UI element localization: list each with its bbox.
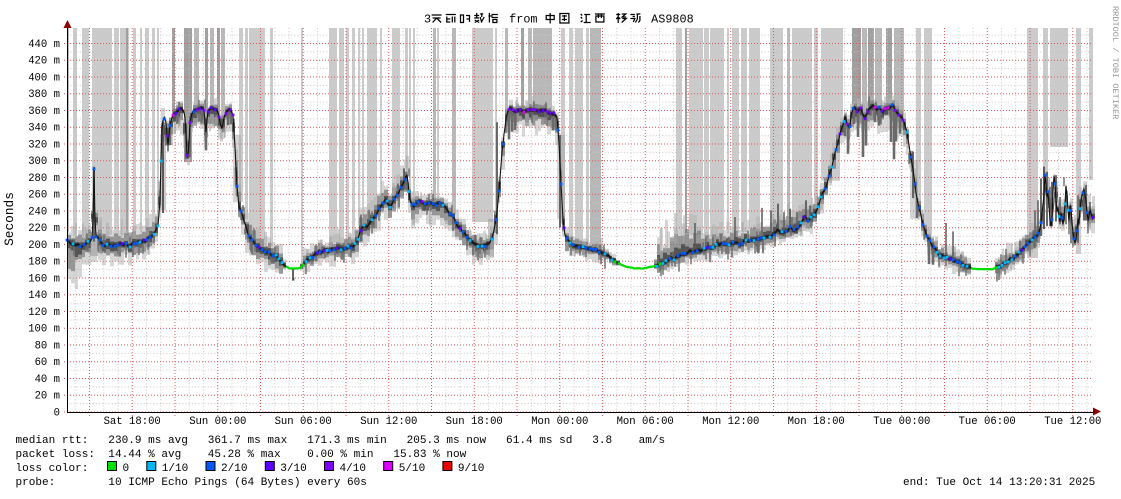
svg-text:1/10: 1/10 xyxy=(162,463,189,475)
svg-text:Sun 00:00: Sun 00:00 xyxy=(189,416,246,428)
svg-text:280 m: 280 m xyxy=(28,173,60,185)
svg-text:380 m: 380 m xyxy=(28,89,60,101)
svg-text:Sun 06:00: Sun 06:00 xyxy=(275,416,332,428)
svg-text:9/10: 9/10 xyxy=(458,463,485,475)
svg-text:Mon 18:00: Mon 18:00 xyxy=(788,416,845,428)
svg-text:140 m: 140 m xyxy=(28,290,60,302)
svg-text:100 m: 100 m xyxy=(28,324,60,336)
svg-text:40 m: 40 m xyxy=(35,374,60,386)
svg-text:3/10: 3/10 xyxy=(280,463,307,475)
svg-text:Mon 06:00: Mon 06:00 xyxy=(617,416,674,428)
svg-text:2/10: 2/10 xyxy=(221,463,248,475)
svg-text:AS9808: AS9808 xyxy=(644,13,694,27)
svg-text:end: Tue Oct 14 13:20:31 2025: end: Tue Oct 14 13:20:31 2025 xyxy=(903,477,1095,489)
svg-text:120 m: 120 m xyxy=(28,307,60,319)
svg-text:packet loss: 14.44 % avg 4: packet loss: 14.44 % avg 45.28 % max 0.0… xyxy=(16,449,467,461)
svg-text:400 m: 400 m xyxy=(28,72,60,84)
svg-text:Tue 06:00: Tue 06:00 xyxy=(959,416,1016,428)
svg-text:440 m: 440 m xyxy=(28,39,60,51)
svg-text:200 m: 200 m xyxy=(28,240,60,252)
svg-text:probe: 10 ICMP Echo Pin: probe: 10 ICMP Echo Pings (64 Bytes) eve… xyxy=(16,477,367,489)
svg-text:3: 3 xyxy=(424,13,431,27)
svg-text:Tue 00:00: Tue 00:00 xyxy=(873,416,930,428)
svg-text:20 m: 20 m xyxy=(35,391,60,403)
svg-text:0: 0 xyxy=(54,407,60,419)
svg-text:420 m: 420 m xyxy=(28,56,60,68)
svg-text:Tue 12:00: Tue 12:00 xyxy=(1044,416,1101,428)
svg-text:RRDTOOL / TOBI OETIKER: RRDTOOL / TOBI OETIKER xyxy=(1110,6,1120,119)
svg-text:60 m: 60 m xyxy=(35,357,60,369)
svg-text:Sun 12:00: Sun 12:00 xyxy=(360,416,417,428)
svg-text:Sat 18:00: Sat 18:00 xyxy=(104,416,161,428)
svg-text:240 m: 240 m xyxy=(28,206,60,218)
svg-text:340 m: 340 m xyxy=(28,123,60,135)
svg-text:0: 0 xyxy=(123,463,130,475)
svg-text:Seconds: Seconds xyxy=(2,192,17,246)
svg-text:from: from xyxy=(502,13,544,27)
svg-text:360 m: 360 m xyxy=(28,106,60,118)
svg-text:Sun 18:00: Sun 18:00 xyxy=(446,416,503,428)
svg-text:320 m: 320 m xyxy=(28,139,60,151)
svg-text:260 m: 260 m xyxy=(28,190,60,202)
svg-text:median rtt: 230.9 ms avg 3: median rtt: 230.9 ms avg 361.7 ms max 17… xyxy=(16,435,666,447)
svg-text:160 m: 160 m xyxy=(28,273,60,285)
svg-text:4/10: 4/10 xyxy=(340,463,367,475)
svg-text:180 m: 180 m xyxy=(28,257,60,269)
svg-text:80 m: 80 m xyxy=(35,340,60,352)
svg-text:300 m: 300 m xyxy=(28,156,60,168)
svg-text:Mon 00:00: Mon 00:00 xyxy=(531,416,588,428)
svg-text:5/10: 5/10 xyxy=(399,463,426,475)
svg-text:Mon 12:00: Mon 12:00 xyxy=(702,416,759,428)
svg-text:loss color:: loss color: xyxy=(16,463,89,475)
svg-text:220 m: 220 m xyxy=(28,223,60,235)
